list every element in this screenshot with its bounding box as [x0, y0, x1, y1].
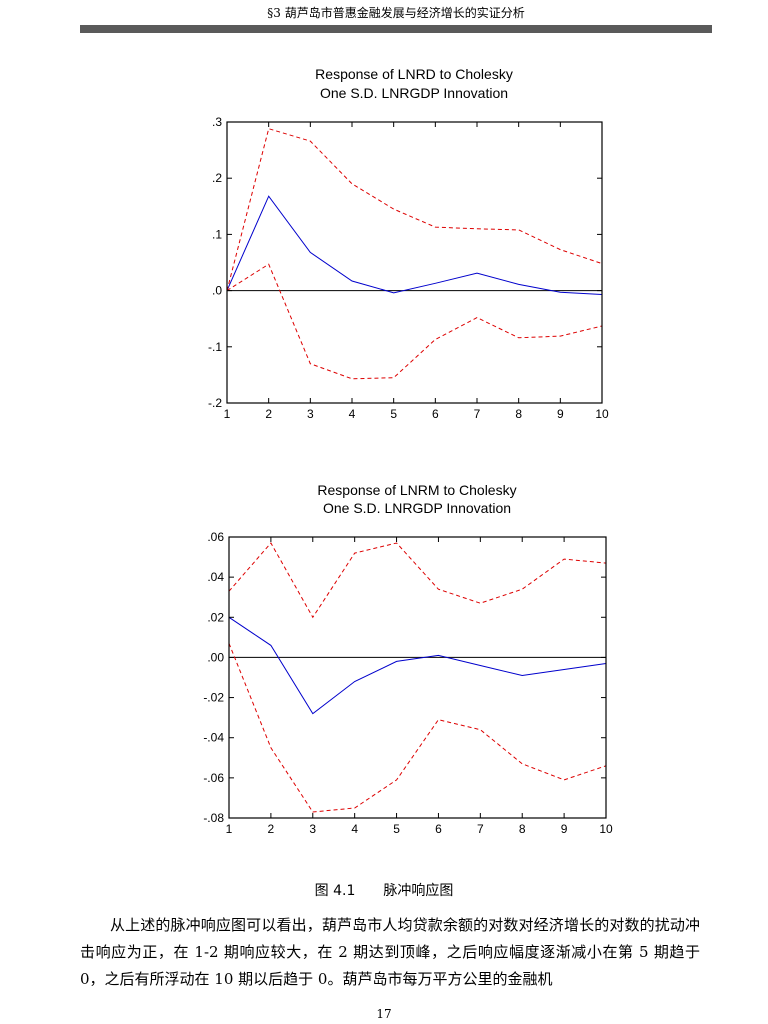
x-tick-label: 10 [599, 822, 613, 836]
plot-frame [226, 121, 603, 404]
paragraph: 从上述的脉冲响应图可以看出，葫芦岛市人均贷款余额的对数对经济增长的对数的扰动冲击… [80, 916, 700, 988]
plot-frame [228, 536, 607, 819]
y-tick-label: .06 [207, 530, 224, 544]
running-header: §3 葫芦岛市普惠金融发展与经济增长的实证分析 [267, 6, 525, 20]
series-line-response [226, 195, 603, 295]
x-tick-label: 7 [474, 407, 481, 421]
chart-subtitle: One S.D. LNRGDP Innovation [323, 500, 511, 516]
x-tick-label: 4 [351, 822, 358, 836]
x-tick-label: 10 [595, 407, 609, 421]
figure-number: 图 4.1 [314, 883, 356, 899]
header-rule [80, 25, 712, 33]
y-tick-label: .2 [212, 171, 222, 185]
body-text: 从上述的脉冲响应图可以看出，葫芦岛市人均贷款余额的对数对经济增长的对数的扰动冲击… [80, 912, 700, 993]
y-tick-label: .02 [207, 610, 224, 624]
x-tick-label: 6 [435, 822, 442, 836]
series-line-lower-band [226, 263, 603, 380]
y-tick-label: .1 [212, 227, 222, 241]
x-tick-label: 1 [226, 822, 233, 836]
y-tick-label: -.08 [203, 811, 224, 825]
y-tick-label: -.02 [203, 691, 224, 705]
chart-lnrm-svg: Response of LNRM to Cholesky One S.D. LN… [203, 482, 613, 836]
x-tick-label: 3 [307, 407, 314, 421]
chart-subtitle: One S.D. LNRGDP Innovation [320, 85, 508, 101]
x-tick-label: 2 [265, 407, 272, 421]
chart-title: Response of LNRD to Cholesky [315, 66, 513, 82]
x-tick-label: 5 [390, 407, 397, 421]
x-tick-label: 3 [309, 822, 316, 836]
x-tick-label: 1 [224, 407, 231, 421]
x-tick-label: 2 [268, 822, 275, 836]
y-tick-label: .04 [207, 570, 224, 584]
y-tick-label: .0 [212, 284, 222, 298]
y-tick-label: .00 [207, 650, 224, 664]
x-tick-label: 9 [557, 407, 564, 421]
y-tick-label: -.06 [203, 771, 224, 785]
chart-lnrd: Response of LNRD to Cholesky One S.D. LN… [0, 60, 768, 440]
figure-caption: 图 4.1 脉冲响应图 [0, 880, 768, 900]
y-tick-label: -.1 [208, 340, 222, 354]
x-tick-label: 8 [519, 822, 526, 836]
x-tick-label: 5 [393, 822, 400, 836]
page-number: 17 [376, 1007, 392, 1021]
y-tick-label: -.04 [203, 731, 224, 745]
y-tick-label: .3 [212, 115, 222, 129]
chart-title: Response of LNRM to Cholesky [317, 482, 516, 498]
figure-title: 脉冲响应图 [383, 883, 454, 899]
series-line-upper-band [226, 128, 603, 291]
series-line-upper-band [228, 542, 607, 619]
series-line-response [228, 616, 607, 715]
x-tick-label: 6 [432, 407, 439, 421]
y-tick-label: -.2 [208, 396, 222, 410]
x-tick-label: 9 [561, 822, 568, 836]
series-line-lower-band [228, 643, 607, 813]
chart-lnrd-svg: Response of LNRD to Cholesky One S.D. LN… [208, 66, 609, 421]
x-tick-label: 4 [349, 407, 356, 421]
x-tick-label: 8 [515, 407, 522, 421]
chart-lnrm: Response of LNRM to Cholesky One S.D. LN… [0, 476, 768, 856]
x-tick-label: 7 [477, 822, 484, 836]
